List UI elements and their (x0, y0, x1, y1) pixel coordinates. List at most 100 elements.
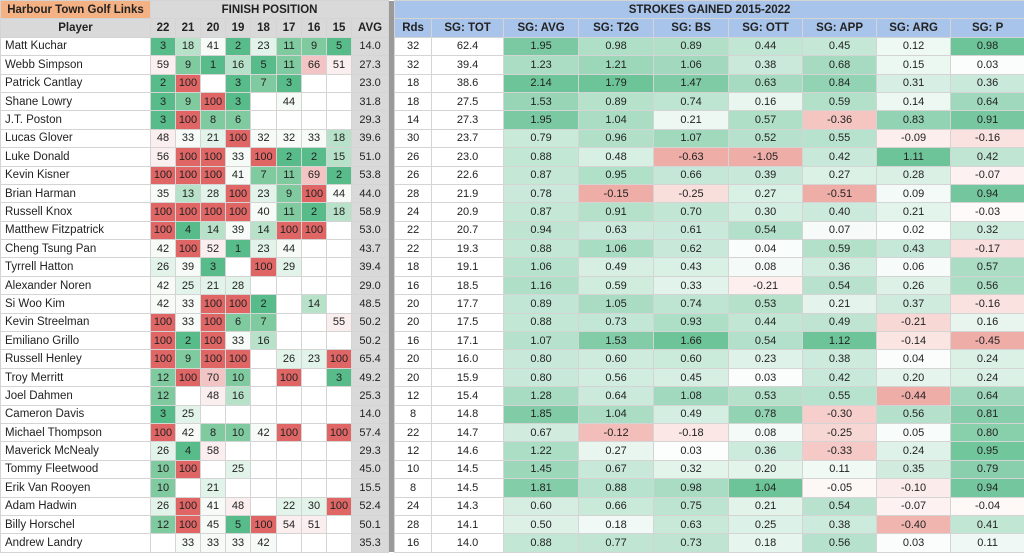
year-header: 15 (326, 18, 352, 38)
finish-cell (301, 312, 327, 333)
finish-cell: 23 (250, 183, 277, 204)
finish-cell (301, 91, 327, 112)
player-name: Brian Harman (0, 183, 151, 204)
player-name: Matthew Fitzpatrick (0, 220, 151, 241)
finish-cell: 42 (250, 533, 277, 553)
finish-cell: 16 (225, 386, 251, 406)
sg-cell: 0.73 (653, 533, 730, 553)
finish-cell: 5 (250, 55, 277, 75)
finish-cell: 9 (175, 55, 201, 75)
year-header: 21 (175, 18, 201, 38)
sg-cell: 0.27 (728, 183, 804, 204)
sg-cell: 0.45 (653, 367, 730, 388)
finish-cell (250, 275, 277, 296)
sg-cell: 0.33 (653, 275, 730, 296)
sg-cell: 0.98 (578, 36, 655, 57)
finish-cell: 100 (175, 165, 201, 185)
sg-cell: -0.36 (802, 110, 878, 130)
column-separator (388, 257, 395, 277)
avg-cell: 51.0 (350, 147, 390, 167)
sg-total-cell: 18.5 (431, 275, 505, 296)
finish-cell (276, 110, 302, 130)
finish-cell: 70 (200, 367, 226, 388)
avg-cell: 50.2 (350, 331, 390, 351)
finish-cell: 14 (301, 294, 327, 314)
year-header: 16 (301, 18, 327, 38)
finish-cell: 42 (150, 294, 176, 314)
sg-cell: 0.36 (950, 73, 1024, 93)
sg-cell: -0.51 (802, 183, 878, 204)
finish-cell: 2 (150, 73, 176, 93)
finish-cell: 42 (150, 275, 176, 296)
column-separator (388, 202, 395, 222)
sg-header: SG: AVG (503, 18, 580, 38)
sg-total-cell: 14.5 (431, 478, 505, 498)
sg-cell: 0.26 (876, 275, 952, 296)
finish-cell (276, 478, 302, 498)
sg-cell: 0.16 (950, 312, 1024, 333)
rounds-cell: 18 (394, 257, 433, 277)
table-row: Luke Donald 56 100 100 33 100 2 2 15 51.0 26 23.0 0.… (0, 147, 1024, 167)
sg-cell: 1.66 (653, 331, 730, 351)
finish-cell: 23 (250, 239, 277, 259)
finish-cell: 14 (250, 220, 277, 241)
player-name: Matt Kuchar (0, 36, 151, 57)
rounds-cell: 18 (394, 73, 433, 93)
sg-cell: 0.59 (802, 91, 878, 112)
sg-total-cell: 14.1 (431, 514, 505, 535)
sg-cell: -0.21 (876, 312, 952, 333)
sg-cell: 0.67 (503, 422, 580, 443)
column-separator (388, 74, 395, 93)
rounds-cell: 32 (394, 36, 433, 57)
rounds-cell: 32 (394, 55, 433, 75)
finish-cell: 32 (250, 128, 277, 149)
sg-cell: 0.02 (876, 220, 952, 241)
sg-cell: 0.42 (802, 147, 878, 167)
finish-cell (250, 110, 277, 130)
finish-cell: 44 (276, 91, 302, 112)
avg-cell: 50.1 (350, 514, 390, 535)
sg-cell: 0.03 (876, 533, 952, 553)
finish-cell: 100 (225, 294, 251, 314)
finish-cell (200, 73, 226, 93)
finish-cell: 6 (225, 110, 251, 130)
column-separator (388, 423, 395, 442)
sg-cell: 1.07 (503, 331, 580, 351)
sg-total-cell: 14.8 (431, 404, 505, 424)
player-name: Alexander Noren (0, 275, 151, 296)
column-separator (388, 349, 395, 369)
sg-cell: 1.53 (578, 331, 655, 351)
sg-cell: -1.05 (728, 147, 804, 167)
sg-cell: 1.16 (503, 275, 580, 296)
avg-cell: 29.0 (350, 275, 390, 296)
finish-cell: 54 (276, 514, 302, 535)
sg-cell: 0.78 (503, 183, 580, 204)
table-row: Erik Van Rooyen 10 21 15.5 8 14.5 1.81 0.88 0.98… (0, 478, 1024, 498)
finish-cell: 3 (225, 91, 251, 112)
finish-cell: 1 (225, 239, 251, 259)
sg-cell: 0.74 (653, 294, 730, 314)
sg-cell: 0.61 (653, 220, 730, 241)
avg-header: AVG (350, 18, 390, 38)
finish-cell (301, 386, 327, 406)
finish-position-title: FINISH POSITION (149, 0, 390, 20)
finish-cell: 18 (326, 128, 352, 149)
avg-cell: 27.3 (350, 55, 390, 75)
finish-cell: 48 (225, 496, 251, 516)
avg-cell: 31.8 (350, 91, 390, 112)
finish-cell: 4 (175, 220, 201, 241)
sg-cell: 0.16 (728, 91, 804, 112)
sg-cell: -0.16 (950, 128, 1024, 149)
sg-header: SG: T2G (578, 18, 655, 38)
finish-cell: 16 (250, 331, 277, 351)
table-row: Andrew Landry 33 33 33 42 35.3 16 14.0 0.88 0.77 0… (0, 533, 1024, 553)
finish-cell (225, 441, 251, 461)
rounds-cell: 22 (394, 220, 433, 241)
finish-cell: 45 (200, 514, 226, 535)
rounds-cell: 12 (394, 386, 433, 406)
sg-cell: -0.14 (876, 331, 952, 351)
finish-cell (301, 367, 327, 388)
finish-cell: 3 (225, 73, 251, 93)
sg-cell: 1.45 (503, 459, 580, 480)
sg-cell: 0.73 (578, 312, 655, 333)
